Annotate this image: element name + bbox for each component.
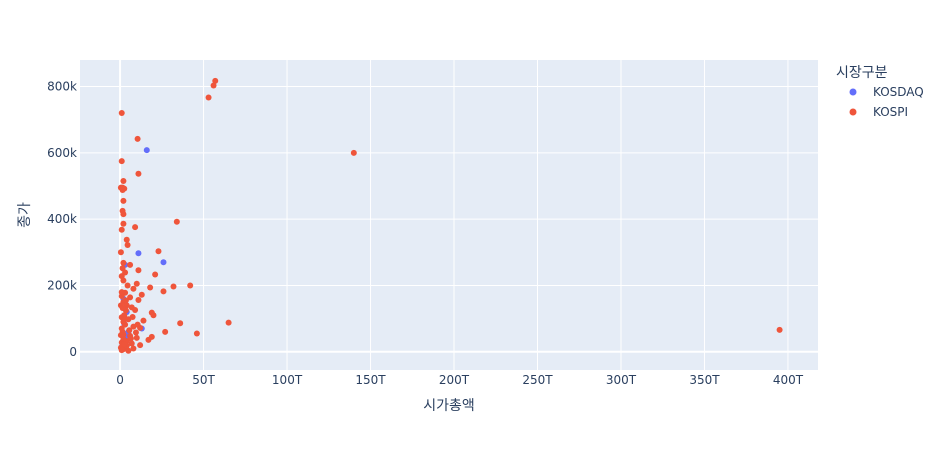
data-points <box>117 77 783 354</box>
data-point-kospi[interactable] <box>120 197 127 204</box>
data-point-kospi[interactable] <box>135 267 142 274</box>
data-point-kospi[interactable] <box>132 329 139 336</box>
data-point-kospi[interactable] <box>127 294 134 301</box>
data-point-kospi[interactable] <box>132 306 139 313</box>
legend-item-kosdaq[interactable]: KOSDAQ <box>849 85 924 99</box>
data-point-kospi[interactable] <box>225 319 232 326</box>
data-point-kosdaq[interactable] <box>135 250 142 257</box>
x-tick-label: 150T <box>355 373 386 387</box>
data-point-kospi[interactable] <box>120 178 127 185</box>
data-point-kospi[interactable] <box>129 313 136 320</box>
data-point-kospi[interactable] <box>118 289 125 296</box>
legend-label-kosdaq: KOSDAQ <box>873 85 924 99</box>
data-point-kospi[interactable] <box>187 282 194 289</box>
data-point-kospi[interactable] <box>133 280 140 287</box>
x-tick-label: 300T <box>606 373 637 387</box>
data-point-kospi[interactable] <box>212 77 219 84</box>
data-point-kospi[interactable] <box>118 110 125 117</box>
data-point-kospi[interactable] <box>122 297 129 304</box>
data-point-kospi[interactable] <box>173 218 180 225</box>
data-point-kospi[interactable] <box>118 347 125 354</box>
data-point-kospi[interactable] <box>150 312 157 319</box>
data-point-kospi[interactable] <box>170 283 177 290</box>
y-tick-label: 200k <box>47 278 77 292</box>
data-point-kospi[interactable] <box>133 334 140 341</box>
data-point-kospi[interactable] <box>119 305 126 311</box>
legend-title: 시장구분 <box>836 65 888 81</box>
data-point-kospi[interactable] <box>120 211 127 218</box>
data-point-kospi[interactable] <box>152 271 159 278</box>
data-point-kospi[interactable] <box>130 345 137 352</box>
grid-lines <box>80 60 818 370</box>
data-point-kospi[interactable] <box>118 158 125 165</box>
x-tick-label: 350T <box>689 373 720 387</box>
x-tick-label: 250T <box>522 373 553 387</box>
data-point-kospi[interactable] <box>134 135 141 142</box>
x-tick-label: 100T <box>272 373 303 387</box>
y-tick-label: 600k <box>47 146 77 160</box>
series-kospi <box>117 77 783 354</box>
x-tick-label: 50T <box>192 373 215 387</box>
data-point-kospi[interactable] <box>155 248 162 255</box>
data-point-kospi[interactable] <box>120 277 127 284</box>
data-point-kospi[interactable] <box>123 236 130 243</box>
data-point-kospi[interactable] <box>121 341 128 348</box>
plot-area <box>80 60 818 370</box>
data-point-kospi[interactable] <box>776 326 783 333</box>
data-point-kospi[interactable] <box>135 170 142 177</box>
data-point-kospi[interactable] <box>147 284 154 291</box>
data-point-kospi[interactable] <box>140 317 147 324</box>
x-tick-label: 200T <box>439 373 470 387</box>
data-point-kospi[interactable] <box>205 94 212 101</box>
data-point-kospi[interactable] <box>132 224 139 231</box>
data-point-kospi[interactable] <box>126 327 133 334</box>
data-point-kospi[interactable] <box>145 336 152 343</box>
legend-marker-kospi <box>849 108 857 116</box>
legend: 시장구분 KOSDAQ KOSPI <box>836 65 924 119</box>
data-point-kospi[interactable] <box>117 249 124 256</box>
x-axis-title: 시가총액 <box>423 398 475 414</box>
data-point-kospi[interactable] <box>118 325 125 332</box>
data-point-kospi[interactable] <box>124 242 131 249</box>
data-point-kospi[interactable] <box>127 335 134 342</box>
tick-labels: 0 50T 100T 150T 200T 250T 300T 350T 400T 0 200k 400… <box>47 80 804 387</box>
data-point-kospi[interactable] <box>350 149 357 156</box>
data-point-kospi[interactable] <box>138 291 145 298</box>
y-tick-label: 800k <box>47 80 77 94</box>
data-point-kospi[interactable] <box>120 220 127 227</box>
y-axis-title: 종가 <box>17 202 33 228</box>
data-point-kospi[interactable] <box>193 330 200 337</box>
data-point-kospi[interactable] <box>125 347 132 354</box>
data-point-kospi[interactable] <box>118 226 125 233</box>
data-point-kospi[interactable] <box>122 315 129 322</box>
legend-marker-kosdaq <box>849 88 857 96</box>
data-point-kospi[interactable] <box>124 282 131 289</box>
data-point-kospi[interactable] <box>119 186 126 193</box>
data-point-kospi[interactable] <box>160 288 167 295</box>
data-point-kospi[interactable] <box>134 321 141 328</box>
x-tick-label: 0 <box>116 373 124 387</box>
data-point-kospi[interactable] <box>137 342 144 349</box>
data-point-kosdaq[interactable] <box>160 259 167 266</box>
y-tick-label: 0 <box>69 345 77 359</box>
data-point-kospi[interactable] <box>177 320 184 327</box>
data-point-kospi[interactable] <box>135 297 142 304</box>
legend-label-kospi: KOSPI <box>873 105 908 119</box>
y-tick-label: 400k <box>47 212 77 226</box>
data-point-kospi[interactable] <box>128 340 135 347</box>
data-point-kospi[interactable] <box>162 328 169 335</box>
data-point-kospi[interactable] <box>120 259 127 266</box>
data-point-kospi[interactable] <box>117 332 124 339</box>
data-point-kosdaq[interactable] <box>143 147 150 154</box>
legend-item-kospi[interactable]: KOSPI <box>849 105 909 119</box>
data-point-kospi[interactable] <box>210 82 217 89</box>
data-point-kospi[interactable] <box>127 261 134 268</box>
data-point-kospi[interactable] <box>130 285 137 292</box>
x-tick-label: 400T <box>773 373 804 387</box>
